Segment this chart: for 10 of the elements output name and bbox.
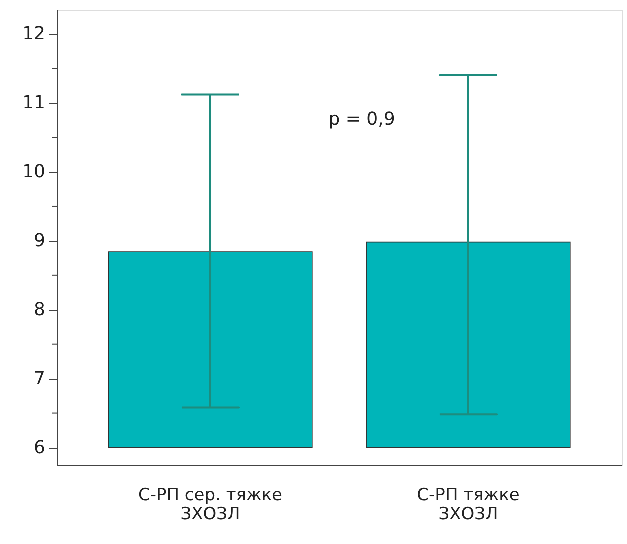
y-tick-label: 11 <box>22 92 46 114</box>
y-tick-label: 7 <box>34 368 46 390</box>
x-tick-label: С-РП сер. тяжке ЗХОЗЛ <box>138 486 283 524</box>
y-tick-label: 9 <box>34 230 46 252</box>
y-tick-label: 8 <box>34 299 46 320</box>
y-tick-label: 10 <box>22 162 46 183</box>
y-tick-label: 12 <box>22 24 46 45</box>
y-tick-label: 6 <box>34 437 46 458</box>
x-tick-label: С-РП тяжке ЗХОЗЛ <box>417 486 520 524</box>
annotation: p = 0,9 <box>328 109 396 130</box>
